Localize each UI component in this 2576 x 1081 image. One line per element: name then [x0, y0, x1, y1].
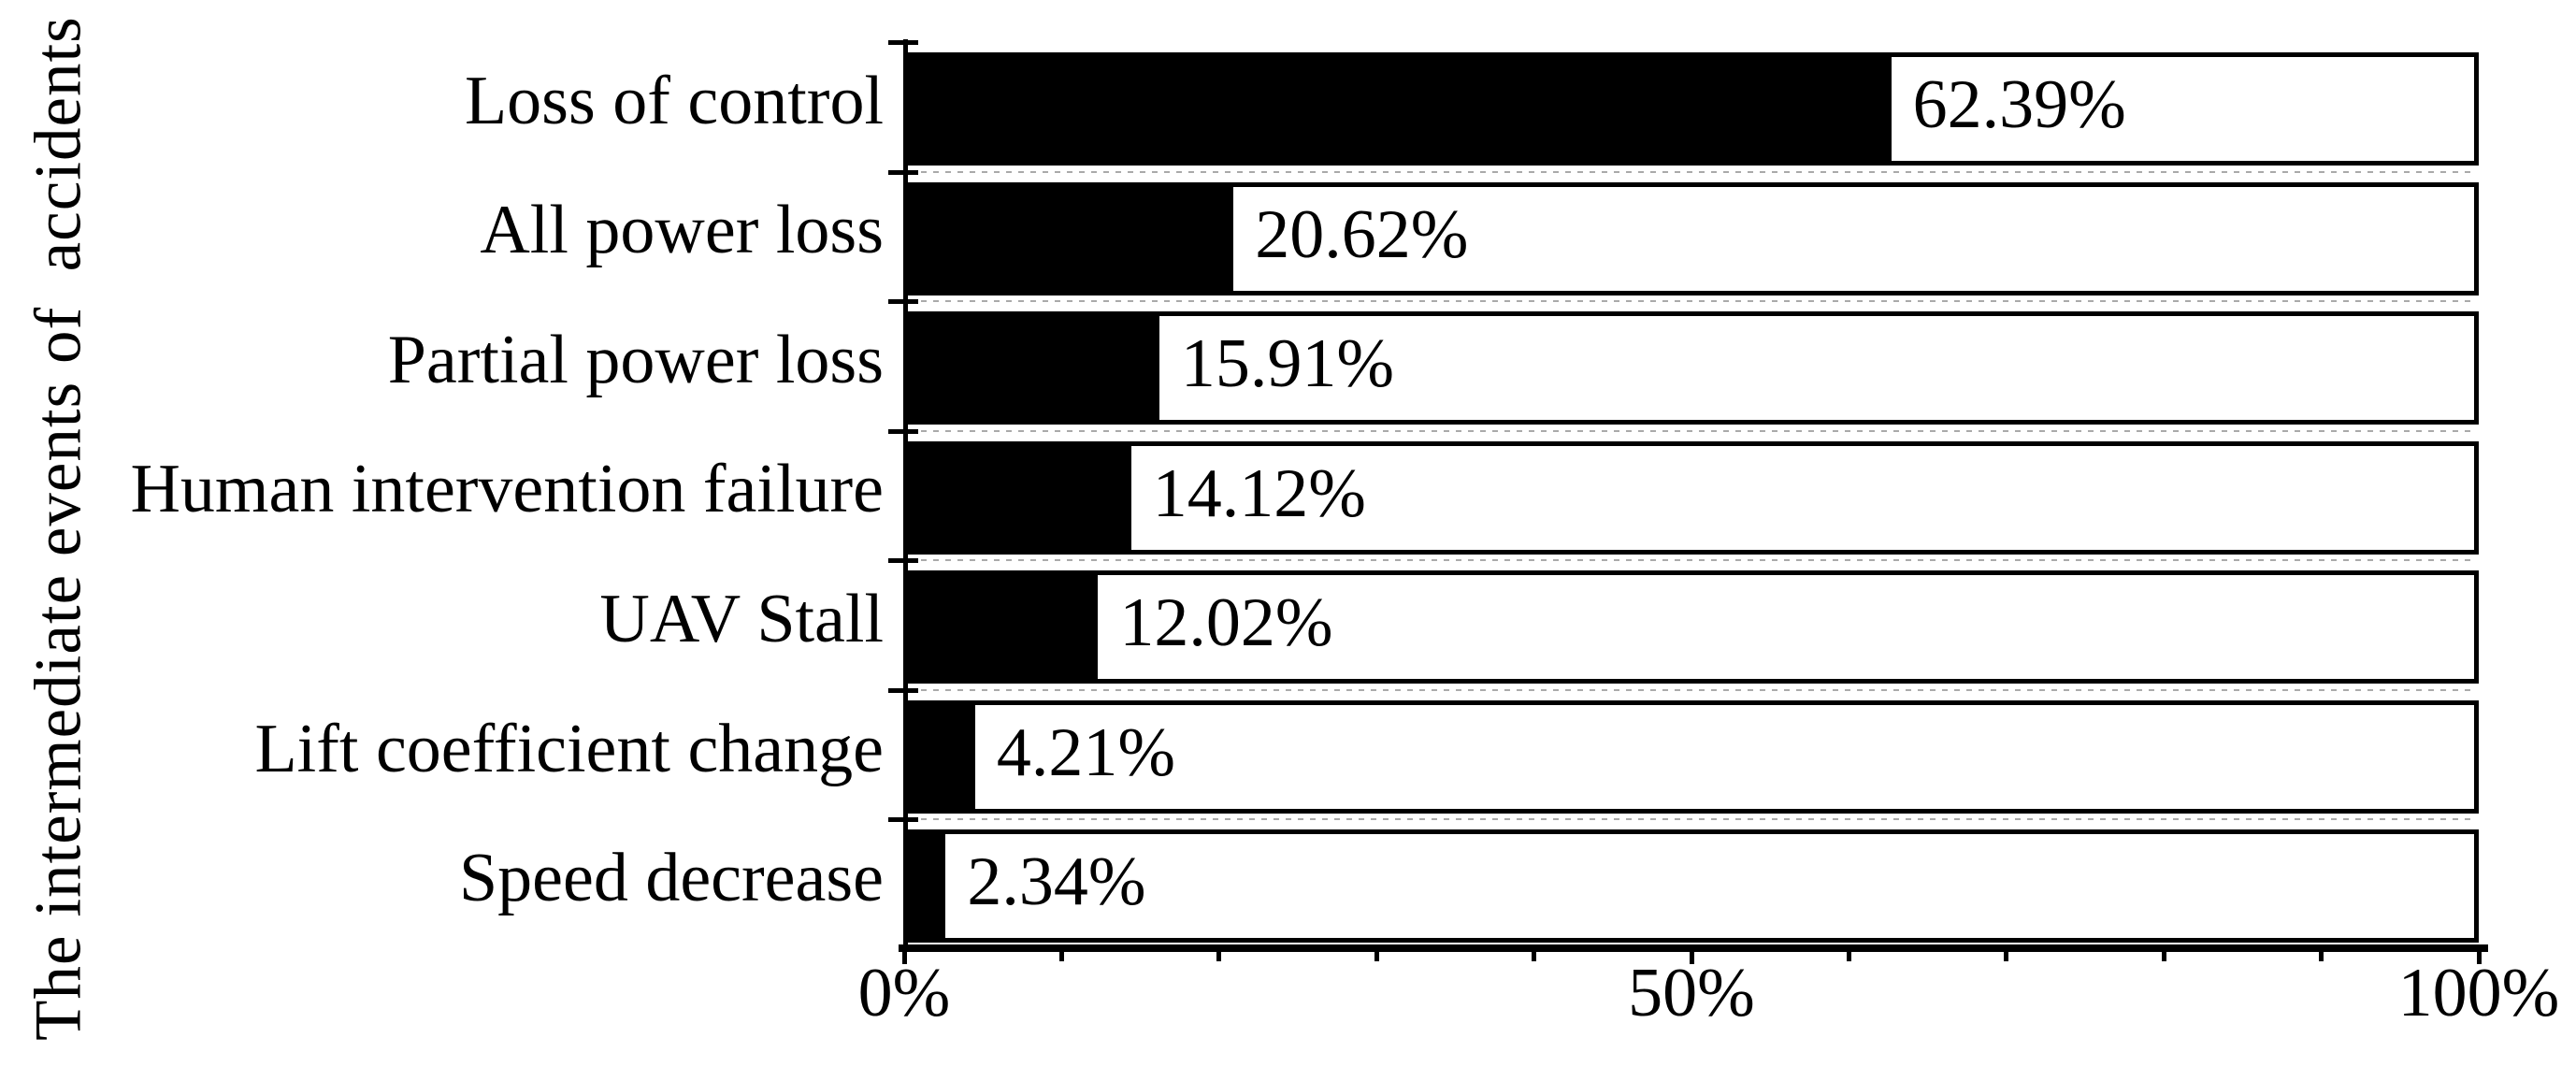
gridline — [909, 170, 2474, 173]
bar-fill — [909, 57, 1892, 161]
bar-fill — [909, 186, 1234, 291]
x-axis-minor-tick — [1532, 952, 1537, 961]
bar-value-label: 4.21% — [996, 713, 1176, 791]
bar-fill — [909, 575, 1099, 680]
bar-fill — [909, 834, 946, 939]
bar-row: 12.02% — [904, 570, 2479, 685]
category-label: Lift coefficient change — [254, 710, 884, 787]
category-label: Human intervention failure — [130, 451, 884, 528]
bar-fill — [909, 445, 1131, 550]
category-label: All power loss — [480, 192, 884, 269]
x-axis-minor-tick — [1058, 952, 1064, 961]
x-axis-minor-tick — [1216, 952, 1222, 961]
x-axis-line — [899, 944, 2488, 952]
category-label: UAV Stall — [599, 581, 884, 658]
bar-value-label: 20.62% — [1255, 195, 1469, 273]
category-label: Partial power loss — [387, 321, 884, 398]
bar-row: 15.91% — [904, 311, 2479, 425]
bar-value-label: 2.34% — [967, 843, 1146, 921]
x-axis-minor-tick — [2004, 952, 2009, 961]
x-axis-tick-label: 0% — [857, 955, 951, 1031]
gridline — [909, 818, 2474, 821]
bar-row: 20.62% — [904, 181, 2479, 295]
x-axis-minor-tick — [1374, 952, 1379, 961]
gridline — [909, 559, 2474, 562]
x-axis-tick-label: 100% — [2397, 955, 2560, 1031]
x-axis-minor-tick — [2161, 952, 2166, 961]
bar-row: 4.21% — [904, 699, 2479, 814]
bar-value-label: 14.12% — [1152, 454, 1366, 532]
bar-row: 14.12% — [904, 440, 2479, 555]
category-label: Speed decrease — [458, 840, 884, 917]
bar-fill — [909, 316, 1159, 421]
gridline — [909, 429, 2474, 432]
gridline — [909, 688, 2474, 691]
x-axis-minor-tick — [2319, 952, 2324, 961]
x-axis-tick-label: 50% — [1628, 955, 1755, 1031]
category-label: Loss of control — [464, 62, 884, 139]
bar-value-label: 15.91% — [1180, 325, 1395, 403]
x-axis-major-tick — [1689, 952, 1694, 964]
x-axis-major-tick — [2476, 952, 2482, 964]
bar-row: 62.39% — [904, 52, 2479, 166]
x-axis-minor-tick — [1846, 952, 1851, 961]
gridline — [909, 300, 2474, 303]
bar-value-label: 62.39% — [1912, 66, 2126, 143]
bar-fill — [909, 704, 975, 809]
bar-value-label: 12.02% — [1119, 584, 1333, 662]
x-axis-major-tick — [901, 952, 907, 964]
bar-row: 2.34% — [904, 829, 2479, 944]
y-axis-line — [903, 39, 908, 952]
